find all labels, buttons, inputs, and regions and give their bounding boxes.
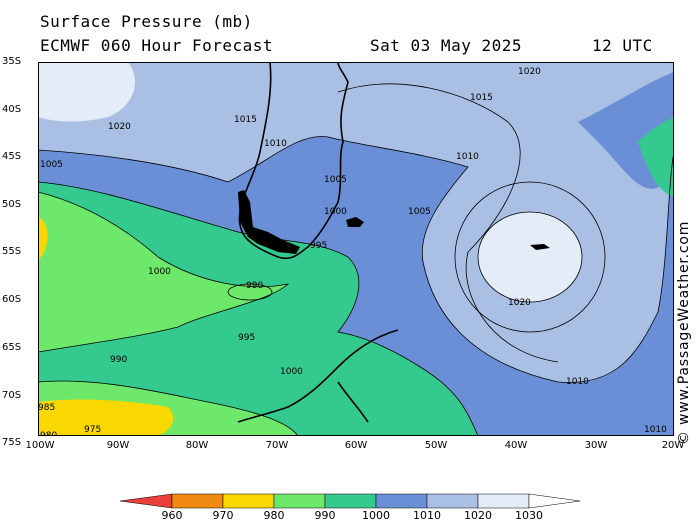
legend-swatch (426, 493, 479, 509)
lat-label-75s: 75S (2, 437, 22, 448)
legend-tick-1020: 1020 (464, 509, 492, 522)
band-980-990 (38, 192, 288, 352)
contour-label: 1010 (264, 139, 287, 149)
lat-label-55s: 55S (2, 246, 22, 257)
lat-label-50s: 50S (2, 199, 22, 210)
lon-label-70w: 70W (265, 440, 289, 451)
band-990-1000-east (638, 117, 674, 197)
south-georgia (530, 244, 550, 250)
contour-label: 1000 (324, 207, 347, 217)
contour-label: 1005 (324, 175, 347, 185)
lon-label-20w: 20W (661, 440, 685, 451)
contour-label: 1010 (566, 377, 589, 387)
lat-label-65s: 65S (2, 342, 22, 353)
contour-label: 980 (40, 431, 57, 436)
band-970-980 (38, 399, 174, 436)
band-990-1000 (38, 182, 478, 436)
pressure-map: 1020 1015 1010 1005 1000 995 990 985 980… (38, 62, 674, 436)
forecast-model-label: ECMWF 060 Hour Forecast (40, 36, 274, 55)
contour-label: 1005 (408, 207, 431, 217)
legend-tick-1000: 1000 (362, 509, 390, 522)
lat-label-60s: 60S (2, 294, 22, 305)
lon-label-60w: 60W (344, 440, 368, 451)
legend-low-arrow (120, 493, 173, 509)
map-title: Surface Pressure (mb) (40, 12, 253, 31)
contour-label: 990 (246, 281, 263, 291)
pressure-legend (120, 493, 580, 509)
contour-label: 1015 (470, 93, 493, 103)
legend-tick-960: 960 (161, 509, 183, 522)
contour-label: 995 (238, 333, 255, 343)
tierra-del-fuego (238, 190, 300, 254)
legend-swatch (222, 493, 275, 509)
band-970-980-west (38, 217, 48, 260)
contour-label: 995 (310, 241, 327, 251)
high-pressure-northwest (38, 62, 136, 122)
legend-tick-990: 990 (314, 509, 336, 522)
band-980-990-low (228, 284, 272, 300)
contour-label: 1000 (280, 367, 303, 377)
contour-label: 990 (110, 355, 127, 365)
map-frame (38, 62, 674, 436)
legend-swatch (273, 493, 326, 509)
isobars (38, 83, 674, 436)
contour-label: 1015 (234, 115, 257, 125)
contour-label: 1020 (518, 67, 541, 77)
high-pressure-center (478, 212, 582, 302)
contour-label: 985 (38, 403, 55, 413)
legend-swatch (171, 493, 224, 509)
contour-label: 975 (84, 425, 101, 435)
lat-label-45s: 45S (2, 151, 22, 162)
legend-tick-980: 980 (263, 509, 285, 522)
credit-watermark: © www.PassageWeather.com (676, 220, 692, 445)
contour-label: 1005 (40, 160, 63, 170)
lon-label-40w: 40W (504, 440, 528, 451)
lon-label-50w: 50W (424, 440, 448, 451)
lon-label-80w: 80W (185, 440, 209, 451)
falklands (346, 217, 364, 227)
lon-label-100w: 100W (25, 440, 55, 451)
lon-label-30w: 30W (584, 440, 608, 451)
legend-swatch (324, 493, 377, 509)
legend-swatch (477, 493, 530, 509)
contour-label: 1020 (108, 122, 131, 132)
contour-label: 1000 (148, 267, 171, 277)
lat-label-40s: 40S (2, 104, 22, 115)
legend-swatch (375, 493, 428, 509)
lat-label-70s: 70S (2, 390, 22, 401)
lat-label-35s: 35S (2, 56, 22, 67)
legend-high-arrow (528, 493, 580, 509)
legend-tick-1010: 1010 (413, 509, 441, 522)
legend-tick-1030: 1030 (515, 509, 543, 522)
south-america-coast (238, 62, 349, 260)
forecast-date: Sat 03 May 2025 (370, 36, 522, 55)
contour-label: 1010 (456, 152, 479, 162)
forecast-time: 12 UTC (592, 36, 653, 55)
contour-label: 1020 (508, 298, 531, 308)
legend-tick-970: 970 (212, 509, 234, 522)
antarctic-peninsula (237, 329, 399, 423)
contour-label: 1010 (644, 425, 667, 435)
lon-label-90w: 90W (106, 440, 130, 451)
